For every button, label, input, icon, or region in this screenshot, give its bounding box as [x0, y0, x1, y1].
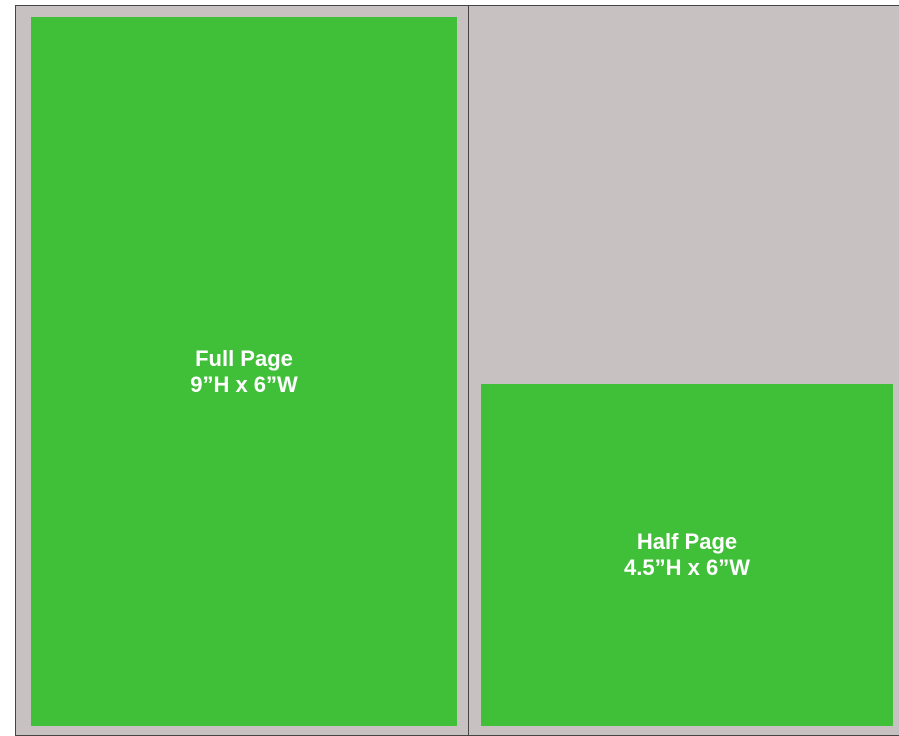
ad-size: 4.5”H x 6”W [624, 555, 750, 580]
divider [468, 6, 469, 735]
ad-title: Half Page [636, 529, 738, 554]
layout-frame: Full Page 9”H x 6”W Half Page 4.5”H x 6”… [15, 5, 899, 736]
ad-size: 9”H x 6”W [190, 371, 298, 397]
ad-title: Full Page [195, 345, 293, 371]
full-page-ad: Full Page 9”H x 6”W [31, 17, 457, 726]
half-page-ad: Half Page 4.5”H x 6”W [481, 384, 893, 726]
